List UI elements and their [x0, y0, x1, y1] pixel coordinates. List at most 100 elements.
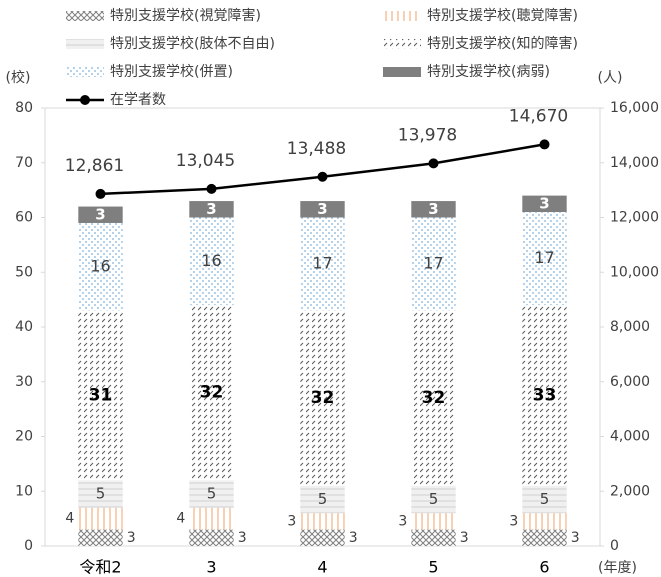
- data-label: 3: [539, 194, 549, 212]
- bar-segment: [411, 310, 456, 486]
- bar-segment: [189, 201, 234, 218]
- bar-segment: [300, 485, 345, 514]
- data-label: 17: [312, 254, 332, 273]
- legend-label: 特別支援学校(聴覚障害): [427, 7, 578, 24]
- line-marker: [428, 158, 439, 169]
- data-label: 5: [318, 490, 328, 508]
- y2-tick-label: 2,000: [610, 483, 650, 499]
- bar-segment: [522, 485, 567, 514]
- legend-label: 在学者数: [110, 92, 166, 108]
- data-label: 5: [429, 490, 439, 508]
- x-tick-label: 5: [428, 558, 438, 577]
- data-label: 17: [423, 254, 443, 273]
- line-label: 13,045: [176, 151, 235, 171]
- legend-swatch: [383, 11, 421, 21]
- legend-swatch: [66, 39, 104, 49]
- bar-segment: [189, 217, 234, 306]
- bar-segment: [78, 310, 123, 481]
- data-label: 3: [460, 530, 469, 546]
- bar-segment: [189, 507, 234, 530]
- legend-label: 特別支援学校(病弱): [427, 63, 550, 80]
- line-label: 13,488: [287, 139, 346, 159]
- data-label: 5: [96, 484, 106, 502]
- data-label: 3: [571, 530, 580, 546]
- data-label: 3: [349, 530, 358, 546]
- data-label: 32: [422, 388, 446, 408]
- bar-segment: [78, 529, 123, 546]
- data-label: 3: [238, 530, 247, 546]
- y-tick-label: 30: [15, 374, 33, 390]
- x-axis-label: (年度): [598, 560, 637, 576]
- data-label: 3: [317, 200, 327, 218]
- legend-swatch: [383, 67, 421, 77]
- y-tick-label: 50: [15, 264, 33, 280]
- line-marker: [206, 183, 217, 194]
- bar-segment: [300, 310, 345, 486]
- data-label: 5: [207, 484, 217, 502]
- data-label: 31: [89, 385, 113, 405]
- y-tick-label: 70: [15, 155, 33, 171]
- data-label: 32: [311, 388, 335, 408]
- data-label: 3: [398, 513, 407, 529]
- bar-segment: [522, 529, 567, 546]
- y-tick-label: 40: [15, 319, 33, 335]
- data-label: 33: [533, 385, 557, 405]
- legend-label: 特別支援学校(併置): [110, 63, 233, 80]
- y-tick-label: 60: [15, 210, 33, 226]
- x-tick-label: 令和2: [79, 558, 121, 577]
- data-label: 3: [428, 200, 438, 218]
- y2-tick-label: 16,000: [610, 100, 659, 116]
- bar-segment: [411, 513, 456, 530]
- line-label: 12,861: [65, 156, 124, 176]
- data-label: 16: [90, 256, 110, 275]
- x-tick-label: 3: [206, 558, 216, 577]
- data-label: 3: [95, 205, 105, 223]
- line-marker: [95, 188, 106, 199]
- bar-segment: [522, 195, 567, 213]
- y-tick-label: 80: [15, 100, 33, 116]
- line-label: 14,670: [509, 106, 568, 126]
- y-tick-label: 0: [24, 538, 33, 554]
- data-label: 3: [206, 200, 216, 218]
- bar-segment: [522, 513, 567, 530]
- bar-segment: [189, 305, 234, 481]
- legend-label: 特別支援学校(知的障害): [427, 35, 578, 52]
- y2-tick-label: 8,000: [610, 319, 650, 335]
- legend-marker: [80, 95, 90, 105]
- data-label: 4: [65, 511, 74, 527]
- legend-swatch: [66, 67, 104, 77]
- y2-tick-label: 6,000: [610, 374, 650, 390]
- bar-segment: [300, 529, 345, 546]
- legend-swatch: [383, 39, 421, 49]
- legend-swatch: [66, 11, 104, 21]
- y-tick-label: 20: [15, 429, 33, 445]
- x-tick-label: 6: [539, 558, 549, 577]
- y2-tick-label: 4,000: [610, 429, 650, 445]
- data-label: 3: [287, 513, 296, 529]
- data-label: 32: [200, 383, 224, 403]
- line-marker: [539, 139, 550, 150]
- bar-segment: [189, 480, 234, 508]
- bar-segment: [411, 485, 456, 514]
- bar-segment: [522, 305, 567, 486]
- bar-segment: [189, 529, 234, 546]
- line-label: 13,978: [398, 125, 457, 145]
- y2-tick-label: 12,000: [610, 210, 659, 226]
- line-marker: [317, 171, 328, 182]
- data-label: 17: [534, 248, 554, 267]
- y2-tick-label: 0: [610, 538, 619, 554]
- y2-tick-label: 10,000: [610, 264, 659, 280]
- data-label: 3: [509, 513, 518, 529]
- bar-segment: [300, 201, 345, 218]
- y-tick-label: 10: [15, 483, 33, 499]
- bar-segment: [78, 222, 123, 311]
- data-label: 5: [540, 490, 550, 508]
- bar-segment: [78, 507, 123, 530]
- bar-segment: [411, 201, 456, 218]
- bar-segment: [300, 513, 345, 530]
- bar-segment: [78, 480, 123, 508]
- data-label: 16: [201, 251, 221, 270]
- x-tick-label: 4: [317, 558, 327, 577]
- bar-segment: [300, 217, 345, 311]
